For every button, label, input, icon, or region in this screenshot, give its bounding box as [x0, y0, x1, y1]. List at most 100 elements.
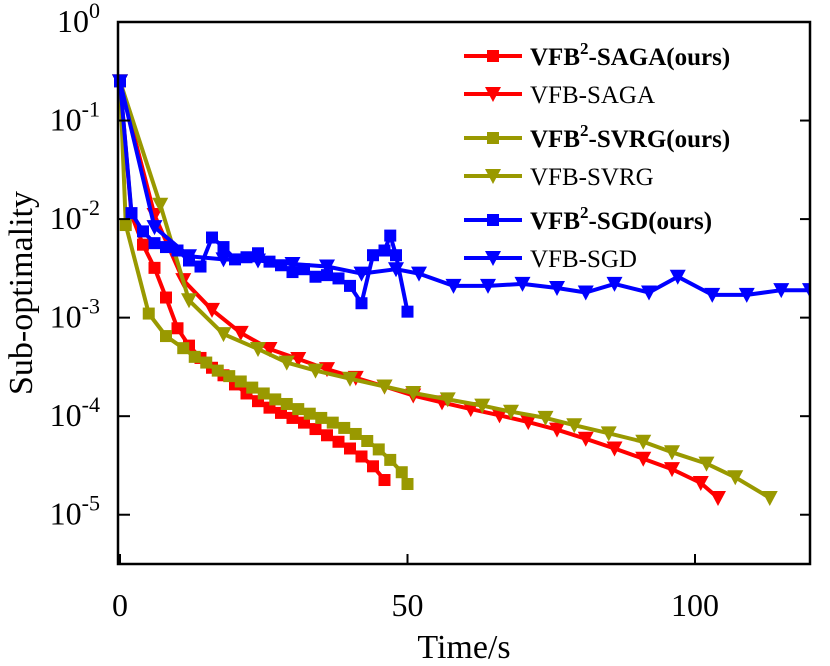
series-line	[118, 80, 720, 500]
data-point	[727, 470, 744, 486]
data-point	[215, 327, 232, 343]
data-point	[217, 241, 230, 254]
data-point	[232, 325, 249, 341]
data-point	[390, 249, 402, 262]
data-point	[738, 287, 755, 303]
data-point	[278, 355, 295, 371]
data-point	[321, 429, 333, 442]
data-point	[257, 387, 270, 400]
data-point	[280, 397, 293, 410]
data-point	[326, 416, 339, 429]
data-point	[520, 415, 537, 431]
data-point	[761, 490, 778, 506]
data-point	[137, 238, 149, 251]
data-point	[332, 435, 345, 448]
data-point	[635, 451, 652, 467]
data-point	[125, 207, 138, 220]
data-point	[309, 270, 322, 283]
legend-swatch-marker	[485, 169, 501, 184]
data-point	[606, 276, 623, 292]
legend-swatch-marker	[487, 214, 499, 226]
data-point	[188, 350, 201, 363]
data-point	[303, 407, 316, 420]
series-line	[118, 80, 810, 297]
data-point	[355, 450, 368, 463]
legend-label: VFB-SAGA	[530, 82, 655, 109]
data-point	[269, 393, 282, 406]
data-point	[344, 442, 356, 455]
data-point	[378, 474, 391, 487]
data-point	[321, 269, 333, 282]
legend-swatch-marker	[487, 132, 499, 144]
y-tick-label: 10-5	[50, 491, 100, 532]
series-5	[112, 74, 810, 303]
data-point	[480, 278, 496, 294]
data-point	[206, 231, 218, 244]
data-point	[261, 342, 278, 358]
data-point	[388, 262, 404, 278]
data-point	[577, 285, 594, 301]
data-point	[384, 453, 397, 466]
data-point	[286, 266, 299, 279]
ticks-layer: 0 50 100 100 10-1 10-2 10-3 10-4 10-5	[50, 0, 810, 623]
series-3	[112, 74, 778, 506]
data-point	[577, 431, 594, 447]
data-point	[641, 285, 657, 301]
data-point	[445, 278, 462, 294]
data-point	[146, 220, 163, 236]
data-point	[148, 237, 161, 250]
data-point	[112, 74, 128, 90]
data-point	[384, 229, 397, 242]
data-point	[204, 302, 220, 318]
data-point	[395, 466, 408, 479]
data-point	[292, 403, 305, 416]
data-point	[177, 342, 190, 355]
x-tick-label: 100	[671, 587, 719, 623]
data-point	[234, 375, 247, 388]
data-point	[246, 381, 259, 394]
data-point	[549, 280, 565, 296]
data-point	[376, 379, 393, 395]
data-point	[211, 364, 224, 377]
data-point	[802, 283, 810, 299]
series-2	[114, 75, 414, 491]
data-point	[773, 283, 790, 299]
data-point	[342, 371, 358, 387]
data-point	[411, 266, 427, 282]
y-tick-label: 10-3	[50, 294, 100, 335]
x-tick-label: 50	[392, 587, 424, 623]
data-point	[635, 434, 652, 450]
y-tick-label: 10-1	[50, 97, 100, 138]
data-point	[160, 330, 172, 343]
data-point	[439, 392, 456, 408]
data-point	[698, 456, 715, 472]
x-axis-label: Time/s	[417, 629, 510, 666]
data-point	[142, 307, 155, 320]
data-point	[514, 276, 531, 292]
data-point	[664, 462, 680, 478]
legend-item: VFB2-SAGA(ours)	[464, 39, 730, 71]
data-point	[160, 241, 172, 254]
legend-item: VFB2-SGD(ours)	[464, 203, 712, 235]
series-layer	[112, 74, 810, 506]
legend-item: VFB-SVRG	[464, 164, 654, 191]
data-point	[361, 434, 374, 447]
data-point	[338, 421, 351, 434]
data-point	[600, 426, 617, 442]
legend-swatch-marker	[485, 251, 501, 266]
data-point	[284, 257, 301, 273]
data-point	[307, 363, 324, 379]
data-point	[353, 266, 370, 282]
data-point	[194, 260, 207, 273]
data-point	[181, 249, 197, 265]
data-point	[315, 411, 328, 424]
legend-label: VFB-SVRG	[530, 164, 654, 191]
legend-label: VFB-SGD	[530, 246, 637, 273]
data-point	[669, 269, 686, 285]
data-point	[160, 291, 172, 304]
y-tick-label: 100	[57, 0, 100, 39]
data-point	[401, 478, 414, 491]
data-point	[372, 443, 385, 456]
data-point	[332, 272, 345, 285]
